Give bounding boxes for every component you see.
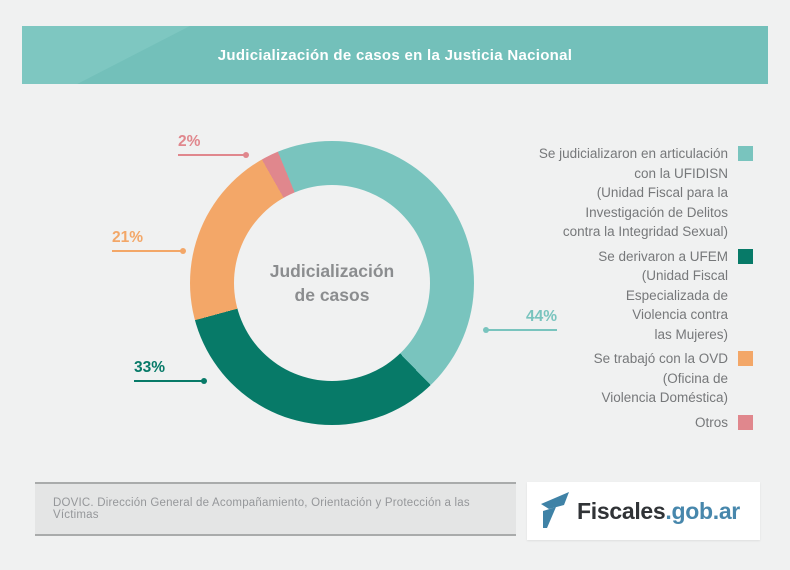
callout-44-value: 44% xyxy=(525,308,557,325)
legend-item-label: Se trabajó con la OVD (Oficina de Violen… xyxy=(593,351,728,405)
callout-33-dot xyxy=(201,378,207,384)
legend-swatch-otros xyxy=(738,414,753,430)
callout-44: 44% xyxy=(483,308,557,333)
callout-2-value: 2% xyxy=(178,133,201,150)
legend-item-label: Se derivaron a UFEM (Unidad Fiscal Espec… xyxy=(598,248,728,342)
legend-item-otros: Otros xyxy=(539,413,753,433)
fiscales-logo-icon xyxy=(541,492,569,528)
callout-44-dot xyxy=(483,327,489,333)
donut-ring: Judicialización de casos xyxy=(190,141,474,425)
callout-33-value: 33% xyxy=(134,359,166,376)
fiscales-logo-text: Fiscales.gob.ar xyxy=(577,498,740,525)
callout-21-leader-line xyxy=(112,250,184,252)
legend-item-ufidisn: Se judicializaron en articulación con la… xyxy=(539,144,753,242)
legend-item-label: Se judicializaron en articulación con la… xyxy=(538,146,728,239)
legend-item-label: Otros xyxy=(694,414,728,430)
donut-hole: Judicialización de casos xyxy=(234,185,430,381)
callout-21-value: 21% xyxy=(112,229,144,246)
callout-2-dot xyxy=(243,152,249,158)
logo-name: Fiscales xyxy=(577,497,666,524)
header-banner: Judicialización de casos en la Justicia … xyxy=(22,26,768,84)
donut-center-label: Judicialización de casos xyxy=(269,261,395,305)
callout-2: 2% xyxy=(178,133,249,158)
callout-21-dot xyxy=(180,248,186,254)
source-text: DOVIC. Dirección General de Acompañamien… xyxy=(53,497,470,521)
callout-33-leader-line xyxy=(134,380,205,382)
callout-2-leader-line xyxy=(178,154,247,156)
source-bar: DOVIC. Dirección General de Acompañamien… xyxy=(35,482,516,536)
page-title: Judicialización de casos en la Justicia … xyxy=(217,46,573,64)
fiscales-logo: Fiscales.gob.ar xyxy=(527,482,760,540)
legend-item-ovd: Se trabajó con la OVD (Oficina de Violen… xyxy=(539,349,753,408)
callout-21: 21% xyxy=(112,229,186,254)
callout-44-leader-line xyxy=(485,329,557,331)
legend-swatch-ufem xyxy=(738,248,753,264)
legend: Se judicializaron en articulación con la… xyxy=(539,144,753,432)
logo-suffix: .gob.ar xyxy=(665,497,740,524)
legend-swatch-ufidisn xyxy=(738,146,753,161)
legend-swatch-ovd xyxy=(738,351,753,366)
callout-33: 33% xyxy=(134,359,207,384)
legend-item-ufem: Se derivaron a UFEM (Unidad Fiscal Espec… xyxy=(539,247,753,345)
